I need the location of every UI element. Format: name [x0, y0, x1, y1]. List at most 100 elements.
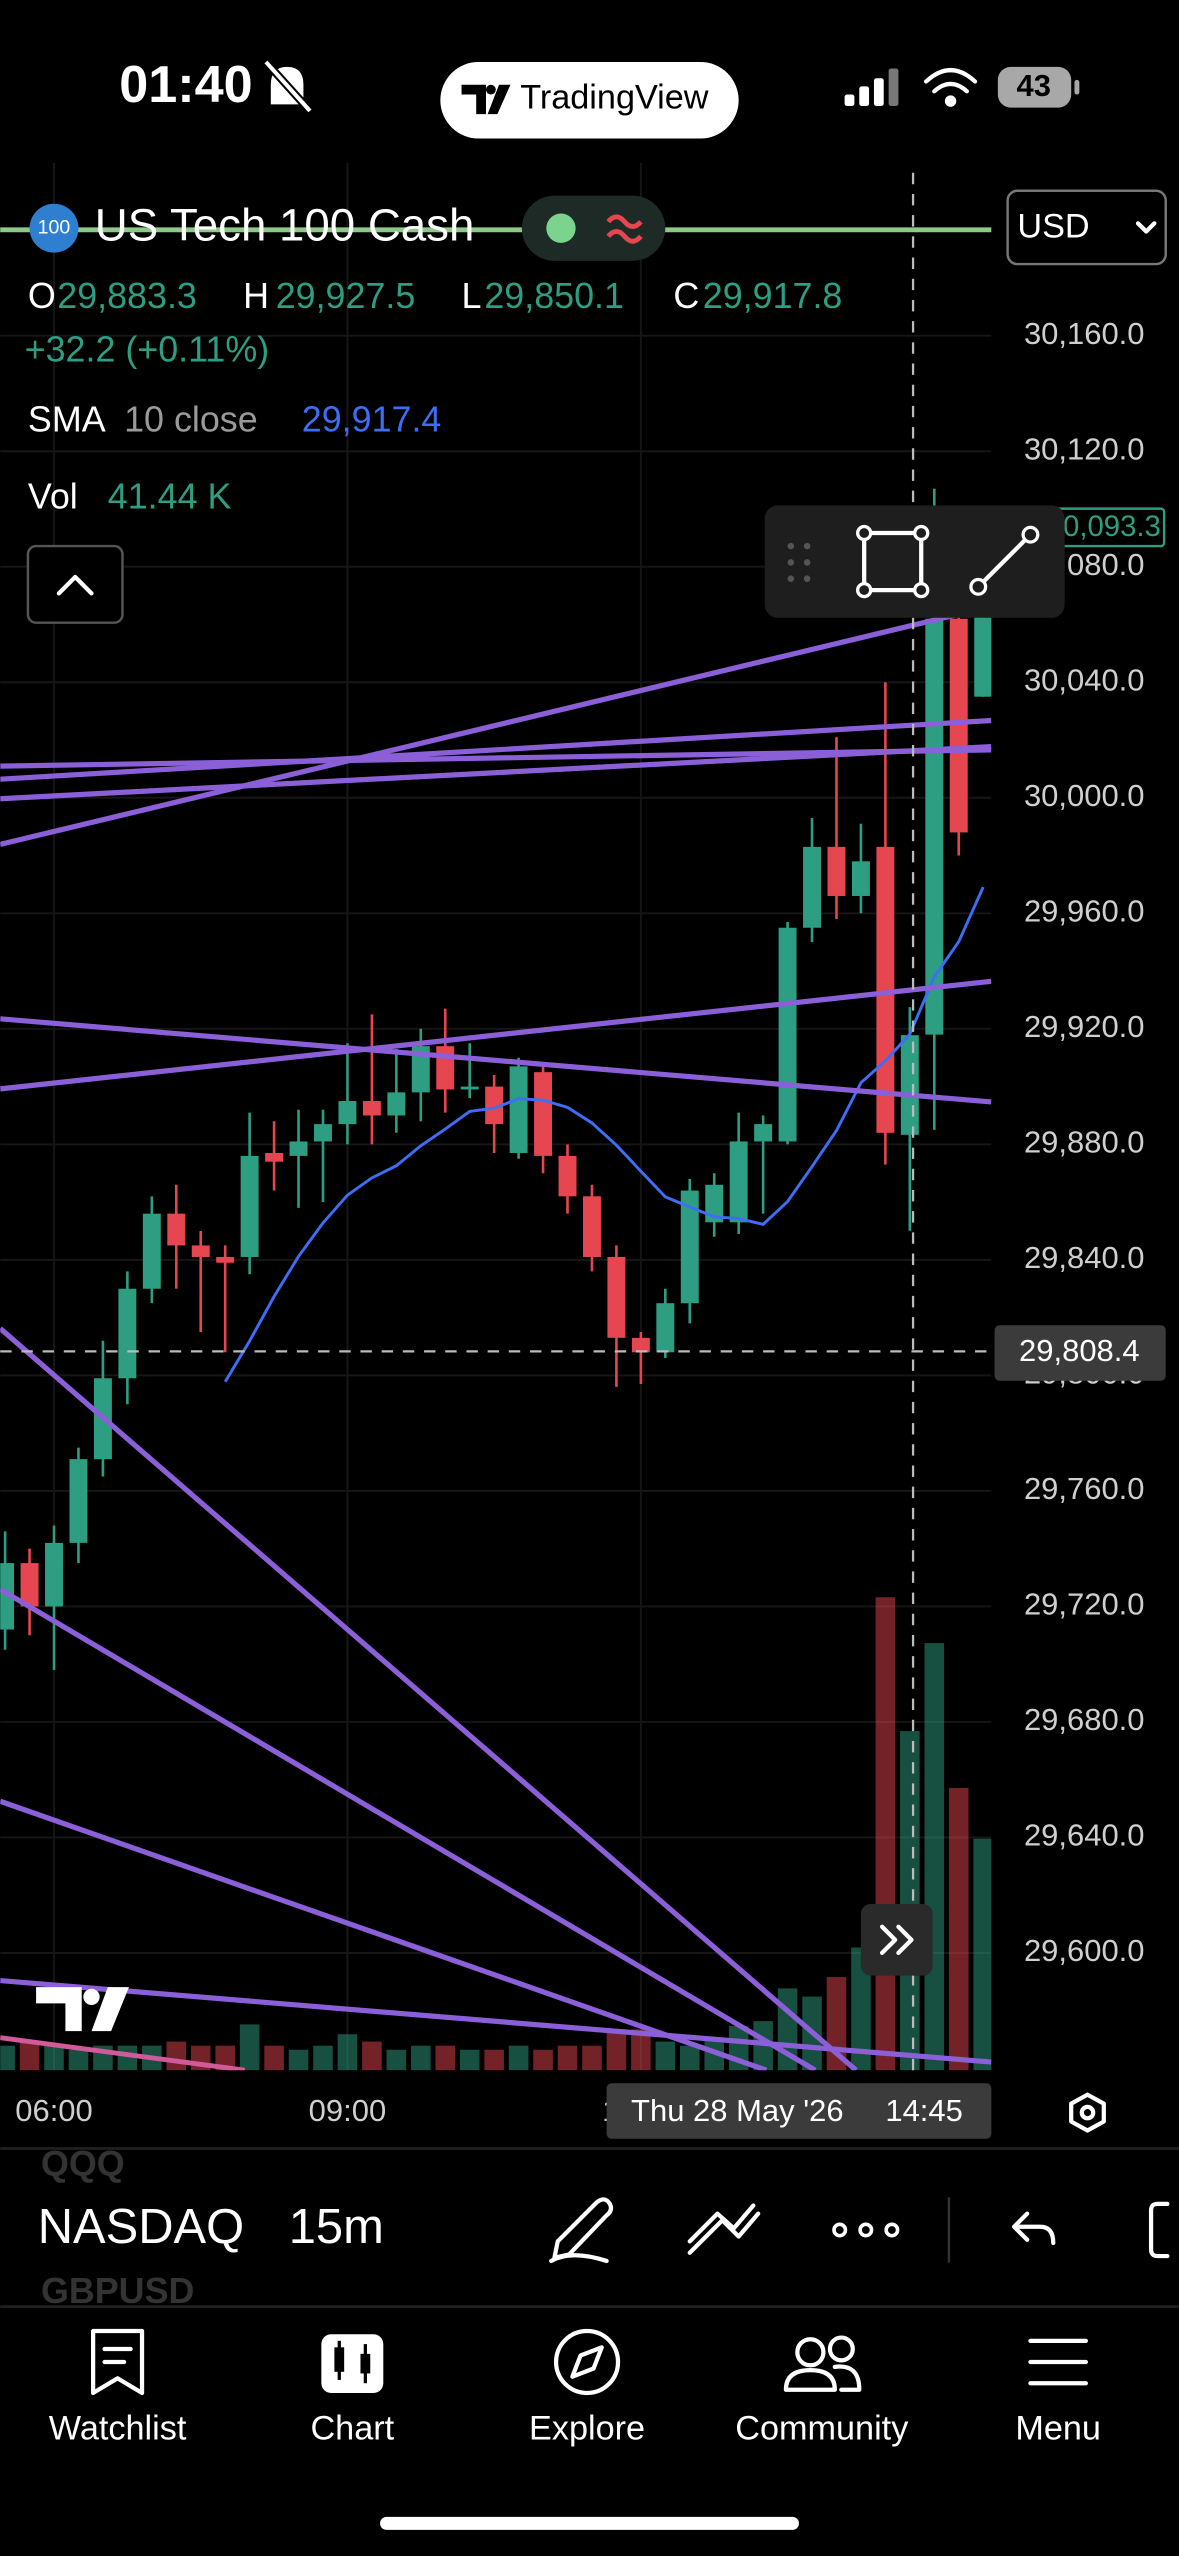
brand-logo-dot: [485, 84, 496, 95]
volume-bar: [973, 1838, 992, 2071]
collapse-legend[interactable]: [26, 544, 124, 624]
volume-bar: [435, 2045, 456, 2071]
drawing-toolbar[interactable]: [764, 505, 1065, 618]
candle-body: [656, 1303, 675, 1353]
candle-body: [705, 1184, 724, 1223]
axes: 30,160.030,120.030,080.030,040.030,000.0…: [15, 316, 1144, 2128]
collapse-chevron: [56, 574, 94, 596]
candle-body: [436, 1046, 455, 1090]
battery: [997, 66, 1072, 108]
settings-icon[interactable]: [1069, 2092, 1106, 2133]
wifi-icon: [923, 67, 978, 107]
currency-select[interactable]: [1006, 189, 1167, 266]
explore-icon[interactable]: [553, 2328, 621, 2396]
ohlc-value: 29,927.5: [276, 276, 416, 316]
undo-icon[interactable]: [1012, 2211, 1056, 2246]
candle-body: [900, 1035, 919, 1135]
volume-bar: [606, 2029, 627, 2071]
drag-handle[interactable]: [787, 542, 811, 582]
candle-body: [925, 618, 944, 1035]
symbol-current[interactable]: NASDAQ: [38, 2200, 244, 2254]
y-tick-label: 30,040.0: [1024, 662, 1145, 697]
vol-label[interactable]: Vol: [28, 476, 78, 516]
candle-body: [69, 1459, 88, 1543]
grid: [0, 163, 992, 2071]
candle-body: [118, 1288, 137, 1379]
chart-icon[interactable]: [321, 2334, 384, 2393]
trendline-tool[interactable]: [969, 525, 1040, 596]
trend-line: [0, 1587, 817, 2071]
tab-label[interactable]: Watchlist: [49, 2410, 187, 2448]
candle-body: [729, 1141, 748, 1223]
candle-body: [778, 927, 797, 1142]
draw-icon[interactable]: [549, 2197, 614, 2264]
battery-level: 43: [1016, 68, 1050, 103]
brand-pill[interactable]: [440, 61, 739, 139]
volume-bar: [631, 2029, 651, 2071]
volume-bar: [924, 1643, 945, 2071]
y-tick-label: 29,720.0: [1024, 1587, 1145, 1622]
change: +32.2 (+0.11%): [25, 330, 270, 370]
volume-bar: [264, 2045, 284, 2071]
y-tick-label: 30,160.0: [1024, 316, 1145, 351]
symbol-previous[interactable]: QQQ: [41, 2144, 125, 2184]
trend-line: [0, 1016, 992, 1105]
ohlc-value: 29,883.3: [57, 276, 197, 316]
fullscreen-icon[interactable]: [1148, 2201, 1170, 2259]
volume-bar: [679, 2045, 700, 2071]
tab-label[interactable]: Explore: [529, 2410, 645, 2448]
volume-bar: [459, 2049, 480, 2071]
x-tick-label: 09:00: [309, 2093, 386, 2128]
candle-body: [582, 1196, 601, 1257]
interval[interactable]: 15m: [289, 2200, 384, 2254]
candle-body: [216, 1256, 235, 1263]
patterns-icon[interactable]: [687, 2203, 761, 2255]
volume-bar: [239, 2024, 260, 2071]
tab-label[interactable]: Menu: [1015, 2410, 1101, 2448]
symbol-name[interactable]: US Tech 100 Cash: [95, 199, 475, 250]
menu-icon[interactable]: [1028, 2338, 1088, 2386]
x-tick-label: 06:00: [15, 2093, 93, 2128]
volume-bar: [582, 2045, 602, 2071]
volume-bar: [900, 1731, 920, 2071]
volume-bar: [655, 2041, 676, 2071]
sma-label[interactable]: SMA: [28, 400, 106, 440]
candle-body: [949, 618, 968, 833]
volume-bar: [875, 1597, 896, 2071]
crosshair-time-box: [606, 2083, 992, 2139]
candle-body: [754, 1124, 773, 1142]
candle-body: [460, 1086, 479, 1090]
candle-body: [362, 1101, 381, 1116]
community-icon[interactable]: [783, 2335, 862, 2392]
candle-body: [45, 1542, 63, 1607]
tab-label[interactable]: Chart: [310, 2410, 394, 2448]
candle-body: [387, 1092, 406, 1116]
clock: 01:40: [119, 56, 252, 114]
rectangle-tool[interactable]: [856, 524, 930, 599]
candle-body: [20, 1563, 39, 1607]
more-icon[interactable]: [832, 2222, 900, 2238]
candle-body: [314, 1124, 332, 1142]
tab-label[interactable]: Community: [735, 2410, 909, 2448]
candle-body: [974, 595, 992, 697]
ohlc-label: C: [673, 276, 699, 316]
market-status[interactable]: [521, 195, 666, 261]
sma-params: 10 close: [124, 400, 258, 440]
symbol-next[interactable]: GBPUSD: [41, 2271, 194, 2311]
watchlist-icon[interactable]: [91, 2328, 145, 2396]
candle-body: [876, 846, 895, 1133]
vol-value: 41.44 K: [108, 476, 232, 516]
brand-logo: [461, 84, 511, 115]
y-tick-label: 29,840.0: [1024, 1240, 1145, 1275]
crosshair-price-box: [994, 1325, 1166, 1381]
delayed-icon: [606, 214, 643, 244]
candle-body: [827, 846, 846, 896]
candle-body: [240, 1155, 259, 1257]
trend-line: [0, 1326, 858, 2071]
candle-body: [534, 1072, 553, 1156]
last-price: 30,093.3: [1047, 510, 1161, 543]
candle-body: [338, 1101, 357, 1125]
candle-body: [631, 1337, 650, 1353]
crosshair-time: 14:45: [885, 2093, 963, 2128]
